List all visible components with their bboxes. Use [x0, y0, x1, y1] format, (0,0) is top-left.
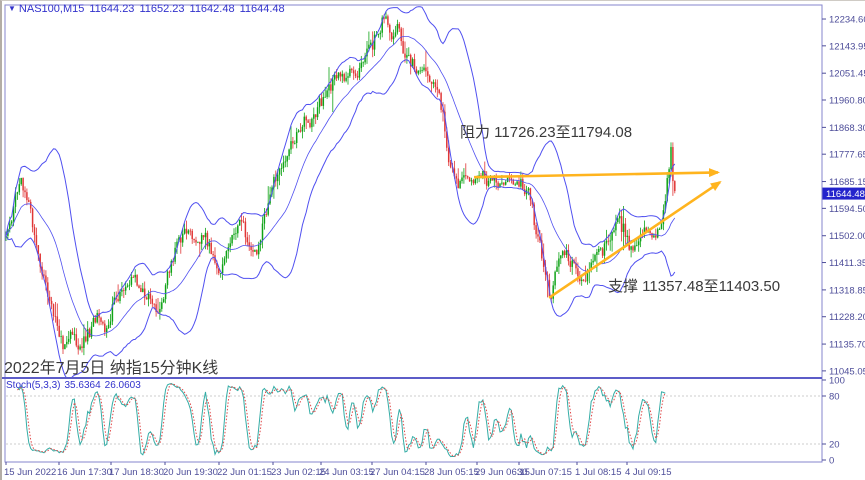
stoch-d-line [17, 383, 666, 458]
stoch-indicator-label: Stoch(5,3,3) 35.6364 26.0603 [6, 380, 145, 391]
price-tick-label: 11411.35 [829, 258, 865, 269]
time-tick-label: 20 Jun 19:30 [163, 467, 218, 478]
support-trendline-arrow[interactable] [548, 181, 722, 299]
main-chart-frame [4, 4, 823, 379]
price-tick-label: 11868.30 [829, 123, 865, 134]
price-tick-label: 11228.20 [829, 312, 865, 323]
time-tick-label: 22 Jun 01:15 [217, 467, 272, 478]
date-caption: 2022年7月5日 纳指15分钟K线 [4, 360, 219, 377]
stoch-k-line [16, 382, 666, 458]
time-tick-label: 17 Jun 18:30 [109, 467, 164, 478]
time-tick-label: 23 Jun 02:15 [271, 467, 326, 478]
bollinger-middle [5, 35, 676, 337]
ohlc-open: 11644.23 [89, 3, 135, 15]
price-tick-label: 11594.50 [829, 204, 865, 215]
stochastic-panel[interactable] [6, 382, 821, 458]
price-tick-label: 11502.00 [829, 231, 865, 242]
stoch-value-d: 26.0603 [104, 380, 141, 391]
price-tick-label: 12143.95 [829, 41, 865, 52]
time-tick-label: 29 Jun 06:15 [475, 467, 530, 478]
price-tick-label: 11777.65 [829, 150, 865, 161]
stoch-scale[interactable]: 100 80 20 0 [822, 376, 845, 467]
bollinger-bands [5, 6, 676, 378]
current-price-label: 11644.48 [826, 189, 865, 200]
price-tick-label: 11685.15 [829, 177, 865, 188]
current-price-tag [822, 187, 865, 200]
time-tick-label: 27 Jun 04:15 [370, 467, 425, 478]
time-tick-label: 15 Jun 2022 [4, 467, 56, 478]
price-tick-label: 11318.85 [829, 285, 865, 296]
time-tick-label: 30 Jun 07:15 [517, 467, 572, 478]
time-tick-label: 28 Jun 05:15 [424, 467, 479, 478]
price-tick-label: 11045.05 [829, 366, 865, 377]
resistance-trendline-arrow[interactable] [473, 168, 720, 179]
time-tick-label: 4 Jul 09:15 [625, 467, 671, 478]
stoch-tick-label: 80 [829, 392, 840, 403]
ohlc-low: 11642.48 [189, 3, 235, 15]
stoch-tick-label: 0 [829, 456, 834, 467]
price-tick-label: 11960.80 [829, 96, 865, 107]
stoch-name: Stoch(5,3,3) [6, 380, 61, 391]
ohlc-high: 11652.23 [139, 3, 185, 15]
stoch-tick-label: 100 [829, 376, 845, 387]
time-tick-label: 1 Jul 08:15 [575, 467, 621, 478]
price-tick-label: 11135.70 [829, 340, 865, 351]
stoch-value-k: 35.6364 [64, 380, 101, 391]
resistance-annotation[interactable]: 阻力 11726.23至11794.08 [460, 124, 633, 141]
bollinger-upper [5, 6, 676, 318]
price-tick-label: 12051.45 [829, 69, 865, 80]
price-tick-label: 12234.60 [829, 15, 865, 26]
symbol-header: ▼ NAS100,M15 11644.23 11652.23 11642.48 11644… [8, 3, 285, 15]
support-annotation[interactable]: 支撑 11357.48至11403.50 [608, 278, 781, 295]
chevron-down-icon[interactable]: ▼ [8, 4, 16, 13]
time-tick-label: 16 Jun 17:30 [57, 467, 112, 478]
candlesticks[interactable] [5, 11, 676, 356]
time-tick-label: 24 Jun 03:15 [319, 467, 374, 478]
bollinger-lower [5, 59, 676, 378]
stoch-tick-label: 20 [829, 440, 840, 451]
symbol-label: NAS100,M15 [18, 3, 85, 15]
ohlc-close: 11644.48 [239, 3, 285, 15]
price-scale[interactable]: 12234.60 12143.95 12051.45 11960.80 11868.30… [822, 15, 865, 378]
